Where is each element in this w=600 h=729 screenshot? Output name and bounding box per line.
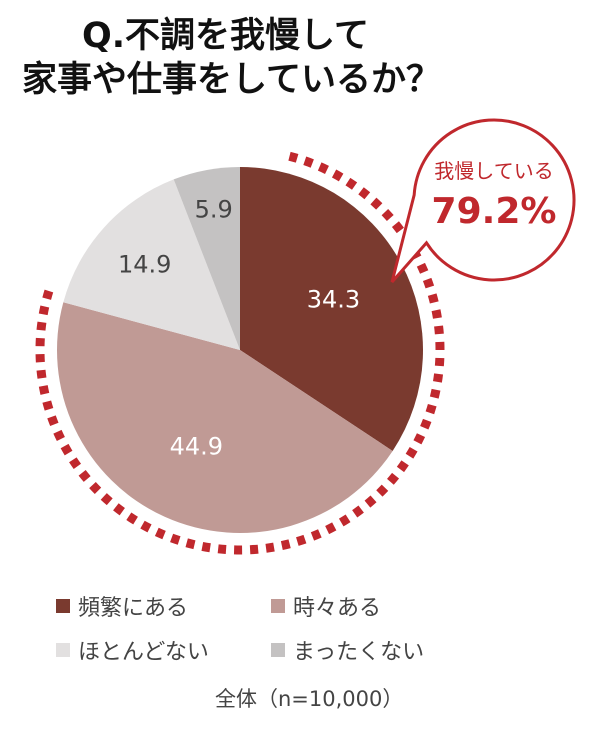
legend-swatch <box>56 599 70 613</box>
legend-label: ほとんどない <box>78 640 209 665</box>
legend-swatch <box>56 643 70 657</box>
pie-slice <box>63 179 240 350</box>
pie-slice <box>56 302 393 533</box>
legend-label: まったくない <box>293 640 425 665</box>
legend-swatch <box>271 599 285 613</box>
legend-item-never: まったくない <box>271 634 424 666</box>
slice-value-label: 5.9 <box>195 196 233 224</box>
pie-slice <box>240 167 423 451</box>
callout-bubble: 我慢している 79.2% <box>390 118 576 283</box>
pie-slices <box>56 167 423 533</box>
slice-value-label: 44.9 <box>170 433 223 461</box>
legend-label: 頻繁にある <box>78 596 189 621</box>
callout-value: 79.2% <box>432 191 557 232</box>
callout-label: 我慢している <box>434 159 553 183</box>
slice-value-label: 14.9 <box>118 250 171 278</box>
legend-item-rarely: ほとんどない <box>56 634 209 666</box>
sample-size-note: 全体（n=10,000） <box>215 687 404 711</box>
pie-slice <box>173 167 240 350</box>
legend-swatch <box>271 643 285 657</box>
slice-value-label: 34.3 <box>307 286 360 314</box>
legend-item-frequent: 頻繁にある <box>56 590 188 622</box>
title-line-1: Q.不調を我慢して <box>82 16 369 56</box>
title-line-2: 家事や仕事をしているか？ <box>22 60 441 100</box>
chart-title: Q.不調を我慢して 家事や仕事をしているか？ <box>0 14 600 102</box>
slice-labels: 34.3 44.9 14.9 5.9 <box>118 196 360 461</box>
legend-label: 時々ある <box>293 596 382 621</box>
legend-item-sometimes: 時々ある <box>271 590 381 622</box>
